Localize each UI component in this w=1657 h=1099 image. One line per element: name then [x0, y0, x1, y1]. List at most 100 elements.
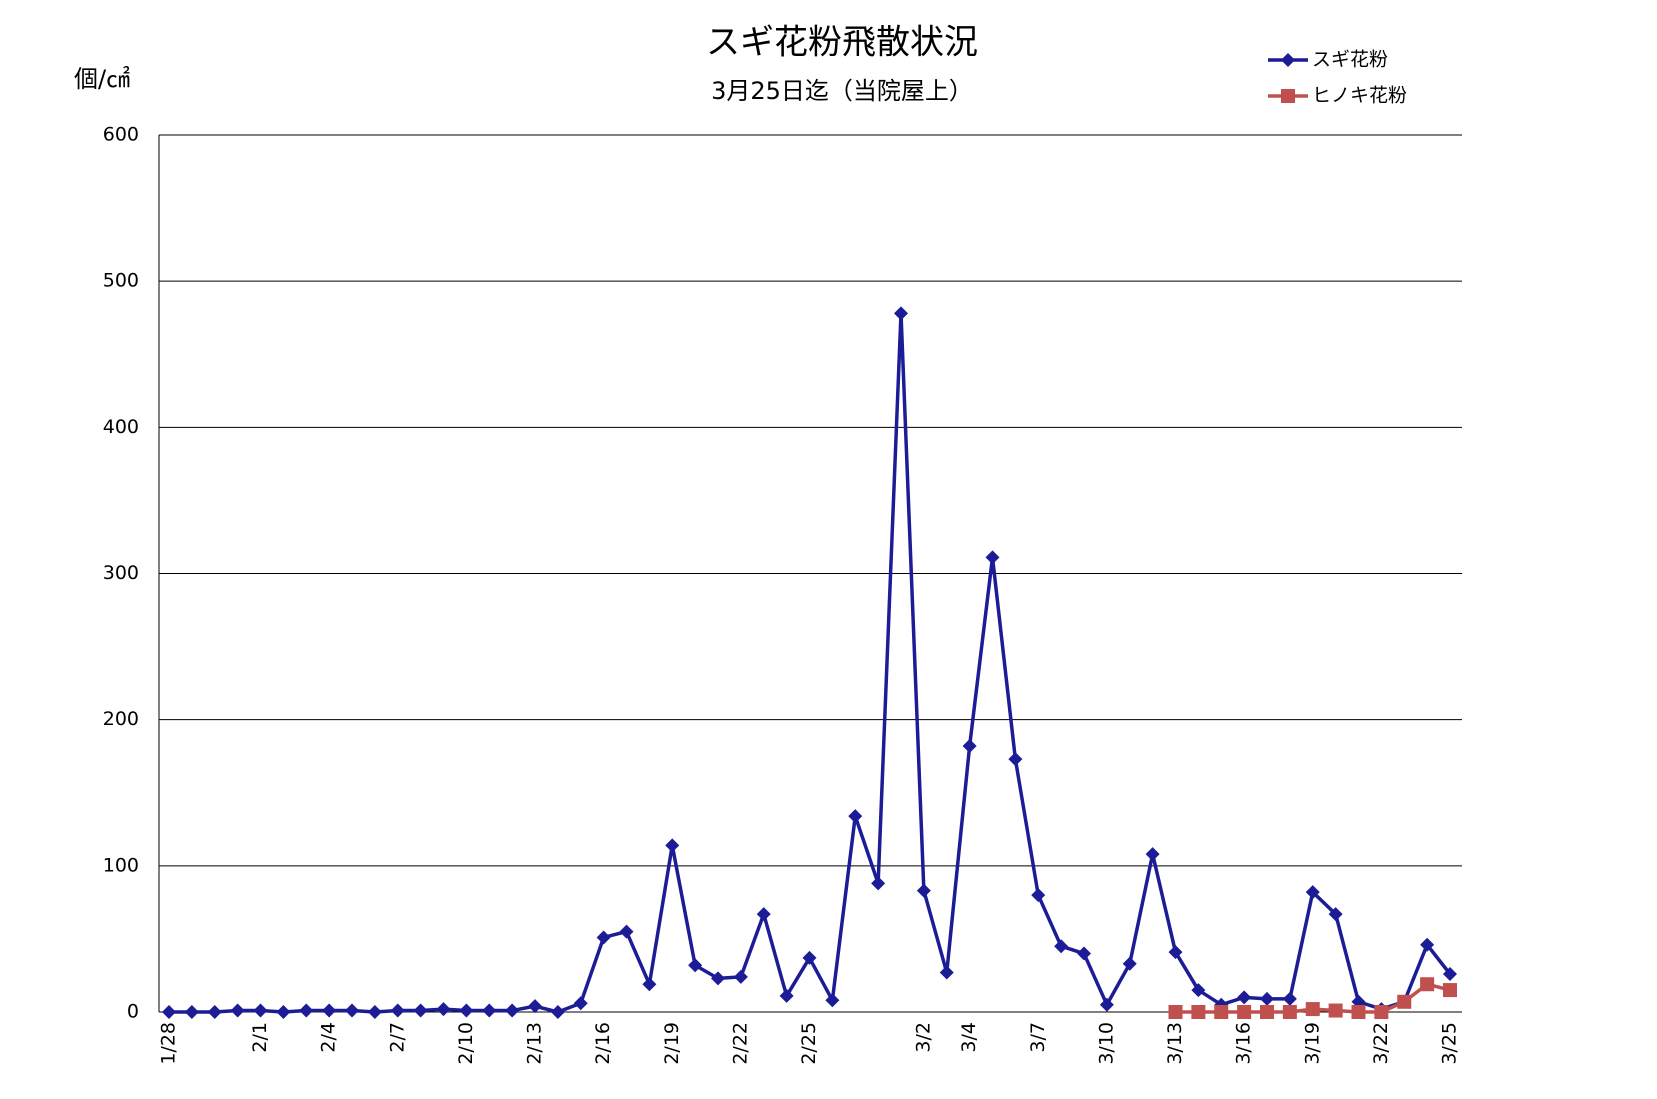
data-point	[1191, 983, 1206, 998]
x-tick-label: 2/25	[798, 1022, 820, 1065]
data-point	[299, 1003, 314, 1018]
data-point	[207, 1005, 222, 1019]
x-tick-label: 2/19	[661, 1022, 683, 1065]
data-point	[1282, 1005, 1297, 1019]
data-point	[871, 876, 886, 891]
data-point	[1328, 1003, 1343, 1018]
x-tick-label: 3/16	[1233, 1022, 1255, 1065]
x-tick-label: 3/4	[958, 1022, 980, 1053]
x-tick-label: 3/19	[1301, 1022, 1323, 1065]
data-point	[505, 1003, 520, 1018]
data-point	[825, 993, 840, 1008]
data-point	[711, 971, 725, 986]
data-point	[1420, 977, 1435, 992]
data-point	[322, 1003, 337, 1018]
legend-marker	[1281, 89, 1295, 103]
data-point	[184, 1005, 199, 1019]
y-tick-label: 400	[103, 416, 139, 438]
data-point	[1031, 888, 1046, 903]
data-point	[482, 1003, 497, 1018]
x-tick-label: 2/7	[386, 1022, 408, 1053]
x-tick-label: 2/1	[249, 1022, 271, 1053]
data-point	[1054, 939, 1069, 954]
data-point	[230, 1003, 245, 1018]
data-point	[1099, 997, 1114, 1012]
x-tick-label: 2/13	[524, 1022, 546, 1065]
data-point	[916, 883, 931, 898]
x-tick-label: 3/10	[1095, 1022, 1117, 1065]
legend-marker	[1281, 53, 1295, 67]
y-axis-label: 個/㎠	[74, 65, 130, 93]
data-point	[1237, 1005, 1252, 1019]
data-point	[642, 977, 657, 992]
data-point	[962, 738, 977, 753]
data-point	[688, 958, 703, 973]
data-point	[619, 924, 634, 939]
data-point	[1008, 752, 1023, 767]
data-point	[1168, 945, 1183, 960]
data-point	[1420, 937, 1435, 952]
chart-title: スギ花粉飛散状況	[706, 23, 978, 63]
data-point	[894, 306, 908, 321]
data-point	[550, 1005, 565, 1019]
data-point	[1077, 946, 1091, 961]
data-point	[528, 999, 542, 1014]
data-point	[1145, 847, 1160, 862]
legend-label: スギ花粉	[1312, 49, 1388, 71]
data-point	[276, 1005, 291, 1019]
data-point	[939, 965, 954, 980]
chart-subtitle: 3月25日迄（当院屋上）	[711, 77, 973, 105]
x-tick-label: 3/13	[1164, 1022, 1186, 1065]
data-point	[802, 950, 817, 965]
data-point	[162, 1005, 176, 1019]
x-tick-label: 2/4	[318, 1022, 340, 1053]
data-point	[345, 1003, 359, 1018]
data-point	[390, 1003, 405, 1018]
data-point	[779, 988, 794, 1003]
data-point	[1122, 956, 1137, 971]
data-point	[848, 809, 863, 824]
data-point	[1374, 1005, 1389, 1019]
data-point	[1168, 1005, 1183, 1019]
y-tick-label: 500	[103, 270, 139, 292]
data-point	[665, 838, 680, 853]
data-point	[1305, 885, 1320, 900]
x-tick-label: 3/25	[1439, 1022, 1461, 1065]
data-point	[413, 1003, 428, 1018]
y-tick-label: 200	[103, 708, 139, 730]
data-point	[573, 996, 588, 1011]
data-point	[733, 969, 748, 984]
data-point	[1305, 1002, 1320, 1017]
data-point	[1443, 983, 1457, 998]
x-tick-label: 2/16	[592, 1022, 614, 1065]
x-tick-label: 3/22	[1370, 1022, 1392, 1065]
y-tick-label: 0	[127, 1001, 139, 1023]
series-line	[169, 311, 1452, 1014]
data-point	[1282, 991, 1297, 1006]
x-tick-label: 3/2	[912, 1022, 934, 1053]
y-tick-label: 100	[103, 854, 139, 876]
data-point	[1260, 1005, 1274, 1019]
x-tick-label: 1/28	[158, 1022, 180, 1065]
data-point	[1214, 1005, 1229, 1019]
data-point	[596, 930, 611, 945]
y-tick-label: 300	[103, 562, 139, 584]
y-tick-label: 600	[103, 124, 139, 146]
data-point	[1443, 966, 1457, 981]
data-point	[1328, 907, 1343, 922]
legend-label: ヒノキ花粉	[1312, 85, 1407, 107]
data-point	[436, 1002, 451, 1017]
x-tick-label: 3/7	[1027, 1022, 1049, 1053]
data-point	[756, 907, 771, 922]
data-point	[367, 1005, 382, 1019]
data-point	[985, 550, 1000, 565]
x-tick-label: 2/22	[729, 1022, 751, 1065]
data-point	[253, 1003, 268, 1018]
data-point	[1397, 994, 1412, 1009]
x-tick-label: 2/10	[455, 1022, 477, 1065]
data-point	[1351, 1005, 1366, 1019]
data-point	[459, 1003, 474, 1018]
data-point	[1260, 991, 1274, 1006]
data-point	[1191, 1005, 1206, 1019]
